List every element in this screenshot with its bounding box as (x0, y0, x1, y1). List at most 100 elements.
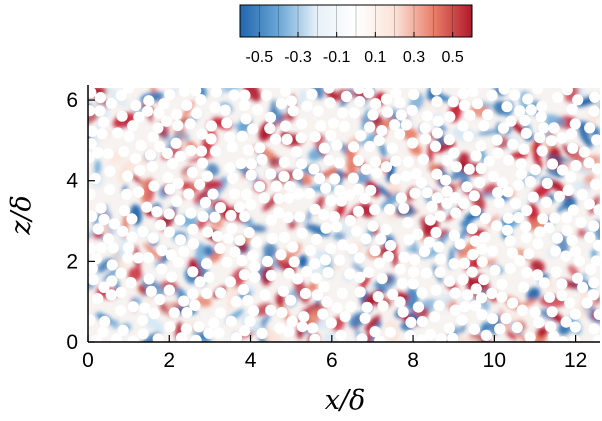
particle (310, 233, 323, 245)
particle (583, 157, 595, 169)
field-blob (301, 174, 311, 184)
particle (309, 333, 321, 342)
particle (448, 147, 460, 159)
particle (566, 234, 578, 247)
particle (588, 220, 600, 232)
particle (292, 273, 304, 285)
particle (402, 217, 414, 229)
particle (165, 249, 177, 261)
particle (469, 235, 481, 247)
particle (352, 183, 364, 195)
particle (194, 276, 206, 288)
particle (88, 242, 96, 255)
colorbar-tick-label: -0.5 (246, 49, 274, 66)
particle (449, 192, 461, 204)
particles (88, 88, 600, 342)
particle (239, 89, 251, 101)
particle (577, 281, 589, 293)
particle (288, 256, 300, 268)
particle (364, 140, 376, 153)
particle (163, 226, 175, 238)
field-blob (325, 166, 338, 178)
particle (523, 248, 535, 260)
particle (556, 132, 568, 144)
particle (402, 156, 414, 168)
particle (468, 190, 480, 202)
particle (567, 204, 580, 216)
particle (178, 245, 190, 257)
particle (448, 229, 460, 241)
particle (476, 243, 488, 255)
particle (240, 189, 252, 201)
field-blob (506, 330, 517, 340)
particle (301, 100, 313, 112)
particle (461, 181, 473, 193)
particle (324, 97, 336, 109)
particle (203, 327, 215, 339)
particle (409, 187, 421, 199)
particle (337, 107, 349, 119)
particle (154, 293, 166, 306)
particle (468, 323, 480, 335)
particle (431, 96, 443, 108)
field-blob (269, 156, 282, 169)
particle (283, 326, 295, 338)
particle (527, 191, 539, 203)
particle (440, 174, 452, 186)
particle (348, 107, 360, 119)
particle (487, 245, 499, 257)
particle (145, 285, 157, 297)
particle (588, 105, 600, 117)
particle (222, 232, 234, 244)
particle (115, 267, 127, 279)
particle (353, 252, 365, 264)
particle (524, 331, 536, 342)
y-axis-title: z/δ (6, 195, 37, 236)
field-blob (159, 301, 171, 315)
particle (214, 307, 226, 319)
particle (584, 231, 596, 243)
particle (394, 296, 406, 308)
particle (235, 157, 247, 170)
particle (283, 192, 295, 204)
particle (533, 317, 545, 329)
particle (566, 103, 579, 115)
particle (186, 166, 198, 179)
particle (538, 277, 550, 289)
particle (325, 317, 337, 329)
particle (395, 192, 407, 204)
particle (520, 231, 532, 244)
particle (247, 123, 259, 135)
particle (406, 104, 418, 116)
field-blob (477, 129, 502, 136)
colorbar-tick-label: -0.1 (323, 49, 351, 66)
particle (467, 88, 479, 98)
particle (590, 255, 600, 267)
particle (431, 168, 443, 180)
particle (420, 133, 432, 145)
particle (561, 88, 573, 96)
particle (319, 254, 332, 266)
particle (296, 118, 308, 130)
particle (457, 273, 469, 286)
particle (331, 221, 343, 233)
particle (511, 321, 523, 334)
particle (565, 171, 577, 183)
particle (221, 256, 233, 268)
particle (133, 111, 145, 123)
particle (323, 154, 335, 166)
particle (444, 111, 456, 123)
particle (344, 189, 356, 201)
particle (382, 250, 394, 263)
particle (387, 288, 399, 301)
particle (476, 256, 488, 268)
particle (486, 287, 498, 300)
particle (242, 144, 254, 156)
particle (290, 146, 302, 158)
particle (196, 157, 209, 169)
particle (458, 257, 471, 269)
particle (199, 196, 212, 209)
particle (540, 196, 553, 208)
particle (201, 287, 213, 300)
particle (252, 104, 264, 116)
